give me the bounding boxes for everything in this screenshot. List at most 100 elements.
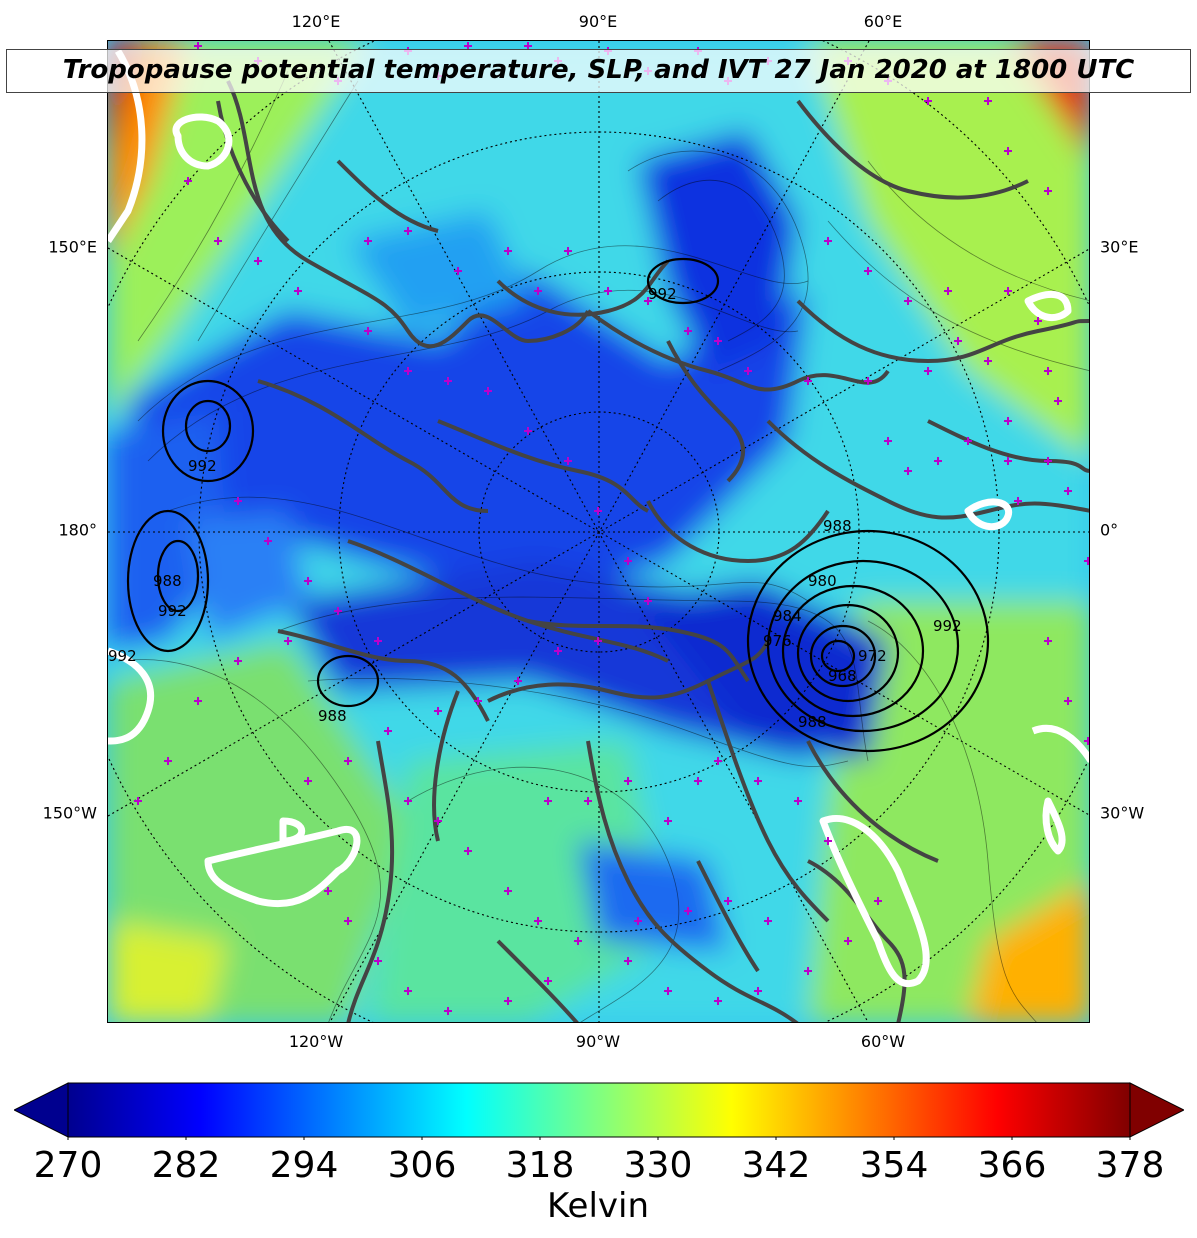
station-marker — [824, 237, 832, 245]
slp-contour-label: 988 — [823, 517, 852, 535]
station-marker — [534, 287, 542, 295]
station-marker — [504, 247, 512, 255]
station-marker — [544, 977, 552, 985]
station-marker — [964, 437, 972, 445]
station-marker — [1084, 737, 1089, 745]
station-marker — [594, 507, 602, 515]
station-marker — [464, 42, 472, 50]
station-marker — [344, 757, 352, 765]
station-marker — [1044, 457, 1052, 465]
colorbar-tick-label: 378 — [1095, 1145, 1165, 1186]
station-marker — [444, 377, 452, 385]
station-marker — [1004, 457, 1012, 465]
lat-label-right-0: 0° — [1100, 520, 1119, 540]
station-marker — [694, 777, 702, 785]
station-marker — [724, 897, 732, 905]
slp-contour-label: 992 — [158, 602, 187, 620]
map-title: Tropopause potential temperature, SLP, a… — [6, 49, 1191, 93]
colorbar-tick-label: 294 — [269, 1145, 339, 1186]
slp-contour-label: 984 — [773, 607, 802, 625]
station-marker — [194, 697, 202, 705]
station-marker — [184, 177, 192, 185]
station-marker — [304, 577, 312, 585]
station-marker — [434, 817, 442, 825]
station-marker — [924, 97, 932, 105]
colorbar-tick-label: 306 — [387, 1145, 457, 1186]
station-marker — [644, 297, 652, 305]
station-marker — [364, 237, 372, 245]
station-marker — [744, 367, 752, 375]
station-marker — [474, 697, 482, 705]
colorbar-min-extend — [12, 1082, 69, 1138]
station-marker — [554, 647, 562, 655]
station-marker — [594, 637, 602, 645]
lon-label-top-90e: 90°E — [578, 12, 618, 31]
station-marker — [564, 457, 572, 465]
colorbar-tick-label: 282 — [151, 1145, 221, 1186]
slp-contour-label: 976 — [763, 632, 792, 650]
station-marker — [194, 42, 202, 50]
colorbar-unit-label: Kelvin — [546, 1186, 650, 1226]
slp-contours — [126, 257, 990, 753]
station-marker — [1044, 367, 1052, 375]
lon-label-bottom-90w: 90°W — [575, 1032, 621, 1051]
station-marker — [344, 917, 352, 925]
station-marker — [874, 897, 882, 905]
slp-contour-label: 992 — [188, 457, 217, 475]
station-marker — [324, 887, 332, 895]
slp-contour-label: 992 — [108, 647, 137, 665]
station-marker — [574, 937, 582, 945]
station-marker — [524, 42, 532, 50]
station-marker — [1014, 497, 1022, 505]
slp-contour-label: 988 — [153, 572, 182, 590]
station-marker — [444, 1007, 452, 1015]
station-marker — [604, 287, 612, 295]
station-marker — [234, 497, 242, 505]
station-marker — [644, 597, 652, 605]
lon-label-bottom-60w: 60°W — [860, 1032, 906, 1051]
slp-contour-label: 992 — [933, 617, 962, 635]
lon-label-bottom-120w: 120°W — [288, 1032, 344, 1051]
station-marker — [264, 537, 272, 545]
slp-contour-label: 988 — [798, 713, 827, 731]
station-marker — [714, 997, 722, 1005]
station-marker — [904, 467, 912, 475]
station-marker — [1044, 187, 1052, 195]
station-marker — [534, 917, 542, 925]
station-marker — [844, 937, 852, 945]
station-marker — [1004, 147, 1012, 155]
station-marker — [824, 837, 832, 845]
colorbar — [12, 1082, 1186, 1140]
station-marker — [754, 777, 762, 785]
station-marker — [164, 757, 172, 765]
theta-contours — [117, 70, 1089, 1022]
station-marker — [624, 777, 632, 785]
theta-shading — [108, 41, 1089, 1022]
station-marker — [544, 797, 552, 805]
station-marker — [504, 887, 512, 895]
station-marker — [804, 967, 812, 975]
map-panel: 992 992 988 992 992 988 980 984 976 968 972 992 988 9… — [107, 40, 1090, 1023]
station-marker — [754, 987, 762, 995]
lat-label-right-30e: 30°E — [1100, 237, 1139, 257]
station-marker — [384, 727, 392, 735]
station-marker — [564, 247, 572, 255]
station-marker — [864, 267, 872, 275]
station-marker — [954, 337, 962, 345]
station-marker — [924, 367, 932, 375]
station-marker — [374, 637, 382, 645]
station-marker — [404, 987, 412, 995]
slp-contour-label: 968 — [828, 667, 857, 685]
station-marker — [584, 797, 592, 805]
station-marker — [714, 757, 722, 765]
lat-label-right-30w: 30°W — [1100, 803, 1145, 823]
station-marker — [884, 437, 892, 445]
station-marker — [684, 327, 692, 335]
station-marker — [804, 377, 812, 385]
station-marker — [624, 557, 632, 565]
station-marker — [934, 457, 942, 465]
station-marker — [1004, 417, 1012, 425]
station-marker — [664, 987, 672, 995]
